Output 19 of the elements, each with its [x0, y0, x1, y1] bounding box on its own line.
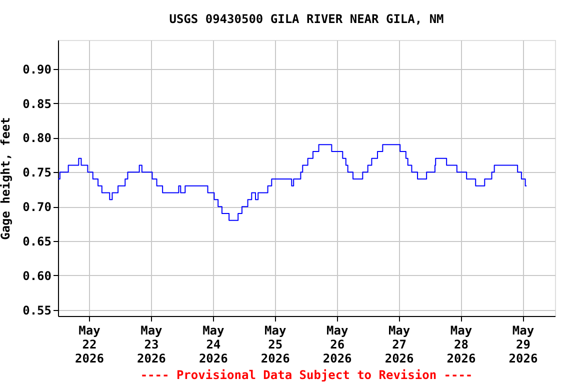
x-tick-label: May 22 2026: [75, 324, 104, 366]
y-tick-label: 0.65: [22, 234, 52, 248]
y-tick-label: 0.80: [22, 131, 52, 146]
y-tick-label: 0.70: [22, 200, 52, 214]
x-tick-label: May 26 2026: [322, 324, 352, 366]
y-axis-title: Gage height, feet: [0, 117, 13, 240]
chart-title: USGS 09430500 GILA RIVER NEAR GILA, NM: [169, 12, 444, 26]
x-tick-label: May 29 2026: [508, 324, 538, 366]
y-tick-label: 0.90: [22, 62, 52, 76]
x-tick-label: May 24 2026: [198, 324, 228, 366]
y-tick-label: 0.60: [22, 268, 52, 283]
x-tick-label: May 27 2026: [384, 324, 414, 366]
text: ---- Provisional Data Subject to Revision ----: [140, 368, 473, 382]
y-tick-label: 0.85: [22, 96, 52, 111]
x-tick-label: May 25 2026: [260, 324, 290, 366]
y-tick-label: 0.75: [22, 166, 52, 180]
x-tick-label: May 28 2026: [446, 324, 476, 366]
y-tick-label: 0.55: [22, 303, 52, 318]
x-tick-label: May 23 2026: [136, 324, 166, 366]
